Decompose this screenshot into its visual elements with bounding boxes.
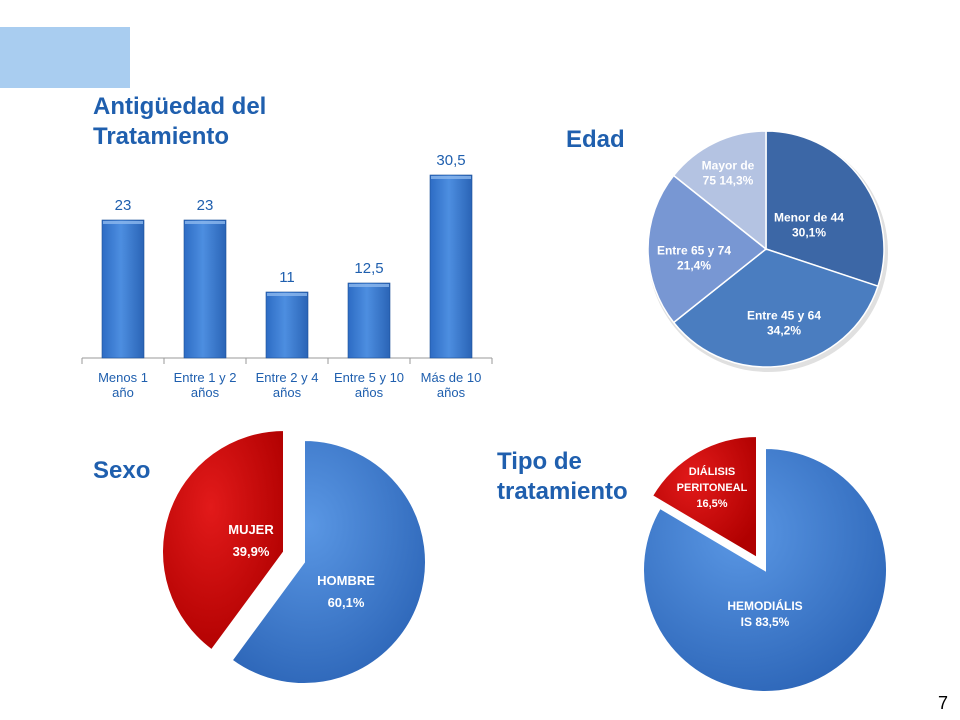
- bar-value-label: 23: [115, 197, 132, 214]
- slice-label: Entre 45 y 64: [747, 309, 821, 323]
- heading-antiguedad-line2: Tratamiento: [93, 123, 230, 150]
- decorative-blue-rectangle: [0, 27, 130, 88]
- slice-label: 60,1%: [328, 595, 365, 610]
- heading-sexo: Sexo: [93, 457, 151, 484]
- pie-slice-dialisis-peritoneal: [650, 434, 758, 560]
- slice-label: Entre 65 y 74: [657, 244, 731, 258]
- pie-slice: [647, 174, 768, 324]
- bar-highlight: [185, 221, 225, 224]
- slice-label: Mayor de: [702, 159, 755, 173]
- slice-label: 39,9%: [233, 544, 270, 559]
- heading-antiguedad: Antigüedad del Tratamiento: [93, 92, 266, 152]
- slice-label: Menor de 44: [774, 211, 844, 225]
- slice-label: 21,4%: [677, 259, 711, 273]
- x-tick-label: Más de 10: [421, 370, 482, 385]
- x-tick-label: años: [437, 385, 466, 400]
- tipo-pie-chart: HEMODIÁLIS IS 83,5% DIÁLISIS PERITONEAL 16,5…: [642, 434, 888, 693]
- slice-label: 75 14,3%: [703, 174, 754, 188]
- bar: [347, 282, 391, 359]
- bar-highlight: [267, 293, 307, 296]
- bar-highlight: [431, 176, 471, 179]
- sexo-pie-chart: HOMBRE 60,1% MUJER 39,9%: [161, 428, 427, 685]
- heading-tipo-line1: Tipo de: [497, 448, 582, 475]
- x-tick-label: Menos 1: [98, 370, 148, 385]
- heading-antiguedad-line1: Antigüedad del: [93, 93, 267, 120]
- pie-slice-mujer: [161, 428, 285, 652]
- x-tick-label: Entre 2 y 4: [256, 370, 319, 385]
- slice-label: 34,2%: [767, 324, 801, 338]
- bar-value-label: 23: [197, 197, 214, 214]
- x-tick-label: Entre 1 y 2: [174, 370, 237, 385]
- bar: [183, 219, 227, 359]
- pie-slice-hemodialisis: [642, 446, 888, 693]
- x-tick-label: años: [273, 385, 302, 400]
- heading-tipo: Tipo de tratamiento: [497, 447, 628, 507]
- bar: [101, 219, 145, 359]
- slice-label: 30,1%: [792, 226, 826, 240]
- x-tick-label: años: [355, 385, 384, 400]
- bar: [429, 174, 473, 359]
- slice-label: HEMODIÁLIS: [727, 598, 802, 613]
- bar-value-label: 11: [279, 269, 295, 286]
- pie-slice: [672, 130, 767, 251]
- bar: [265, 291, 309, 359]
- pie-slice-hombre: [230, 438, 427, 685]
- x-tick-label: Entre 5 y 10: [334, 370, 404, 385]
- pie-slice: [765, 130, 885, 288]
- x-tick-label: años: [191, 385, 220, 400]
- page-number: 7: [937, 693, 948, 713]
- heading-edad: Edad: [566, 126, 625, 153]
- x-tick-label: año: [112, 385, 134, 400]
- pie-slice: [672, 248, 879, 368]
- heading-tipo-line2: tratamiento: [497, 478, 628, 505]
- slice-label: 16,5%: [696, 498, 727, 510]
- bar-highlight: [103, 221, 143, 224]
- slice-label: HOMBRE: [317, 573, 375, 588]
- slice-label: MUJER: [228, 522, 274, 537]
- slice-label: IS 83,5%: [741, 615, 790, 629]
- bar-highlight: [349, 284, 389, 287]
- slice-label: DIÁLISIS: [689, 465, 735, 478]
- bar-value-label: 30,5: [436, 152, 465, 169]
- slice-label: PERITONEAL: [677, 482, 748, 494]
- bar-value-label: 12,5: [354, 260, 383, 277]
